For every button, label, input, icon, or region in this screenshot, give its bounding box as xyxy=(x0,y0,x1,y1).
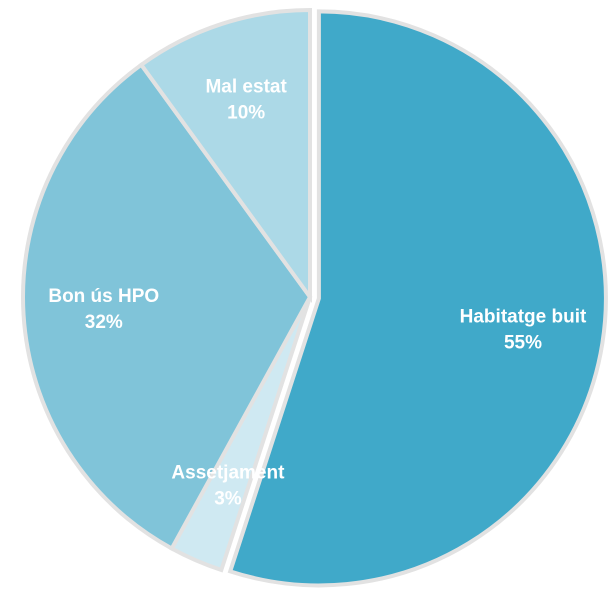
slice-label: Mal estat xyxy=(205,76,287,97)
slice-label: Bon ús HPO xyxy=(48,286,159,307)
pie-slice xyxy=(227,9,608,588)
pie-slice xyxy=(138,7,312,304)
slice-value-label: 55% xyxy=(504,333,542,354)
slice-label: Assetjament xyxy=(171,463,285,484)
pie-slice xyxy=(21,62,313,552)
slice-value-label: 3% xyxy=(214,489,242,510)
slice-value-label: 10% xyxy=(227,102,265,123)
slice-label: Habitatge buit xyxy=(460,307,587,328)
slice-value-label: 32% xyxy=(85,312,123,333)
